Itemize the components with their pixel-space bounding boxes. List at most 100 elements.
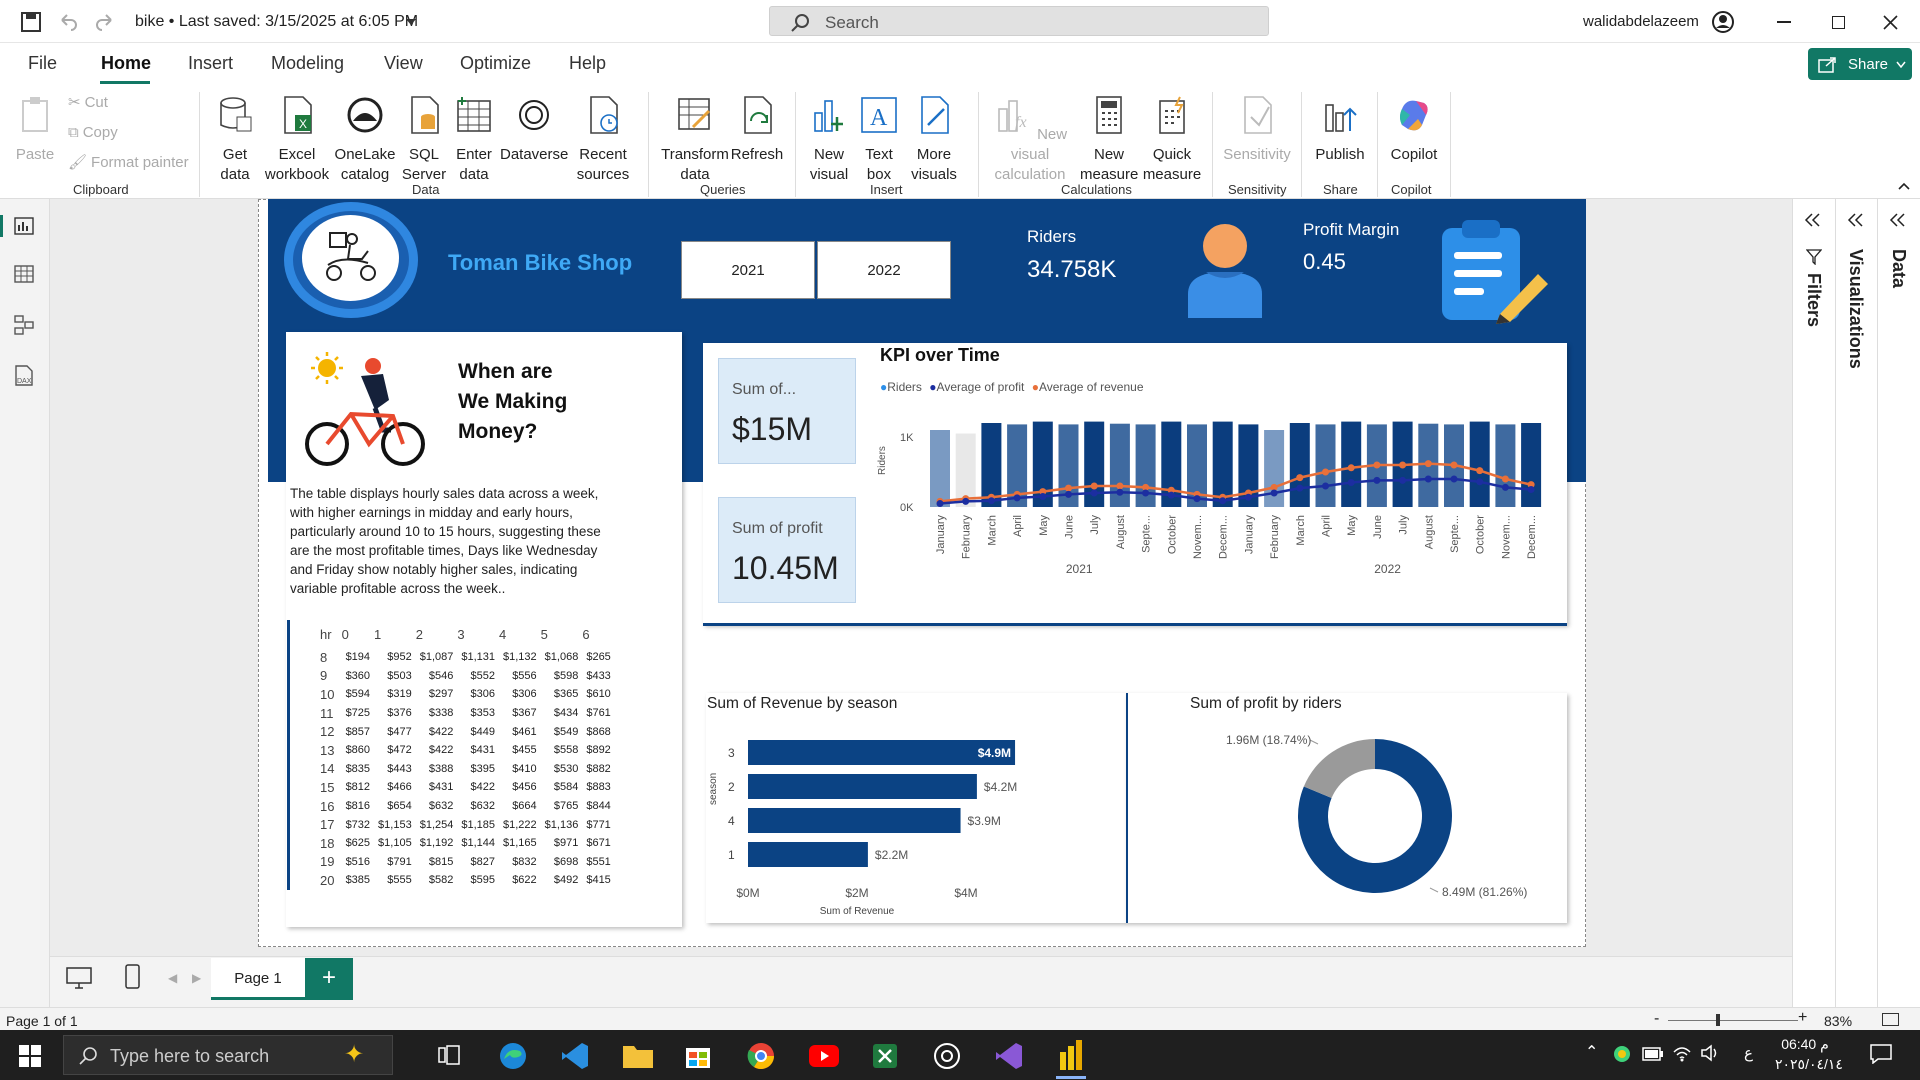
desktop-layout-icon[interactable]	[66, 967, 92, 989]
taskbar-date[interactable]: ٢٠٢٥/٠٤/١٤	[1775, 1056, 1843, 1072]
copy-button[interactable]: ⧉ Copy	[68, 123, 118, 143]
sum-revenue-card[interactable]: Sum of... $15M	[718, 358, 856, 464]
kpi-over-time-chart[interactable]: Riders 0K 1K January February March April May Ju…	[875, 395, 1555, 620]
avg-profit-point[interactable]	[1450, 475, 1458, 483]
chatgpt-icon[interactable]	[932, 1041, 962, 1071]
season-bar[interactable]	[748, 842, 868, 867]
riders-bar[interactable]	[1469, 421, 1490, 507]
donut-slice[interactable]	[1298, 739, 1452, 893]
window-title[interactable]: bike • Last saved: 3/15/2025 at 6:05 PM	[135, 13, 419, 30]
menu-modeling[interactable]: Modeling	[271, 53, 345, 73]
close-icon[interactable]	[1883, 15, 1898, 30]
battery-icon[interactable]	[1642, 1047, 1664, 1061]
menu-help[interactable]: Help	[569, 53, 607, 73]
day-column-header[interactable]: 6	[582, 626, 590, 642]
visual-studio-icon[interactable]	[994, 1041, 1024, 1071]
sensitivity-button[interactable]: Sensitivity	[1222, 95, 1292, 165]
input-language[interactable]: ع	[1744, 1045, 1753, 1062]
menu-optimize[interactable]: Optimize	[460, 53, 532, 73]
avg-profit-point[interactable]	[1373, 476, 1381, 484]
avg-revenue-point[interactable]	[1065, 484, 1072, 492]
avg-revenue-point[interactable]	[1039, 488, 1047, 496]
avg-profit-point[interactable]	[962, 497, 970, 505]
menu-home[interactable]: Home	[101, 53, 152, 73]
avg-revenue-point[interactable]	[1167, 486, 1175, 494]
previous-page-icon[interactable]: ◀	[168, 971, 178, 985]
tray-app-icon[interactable]	[1612, 1044, 1632, 1064]
avg-revenue-point[interactable]	[1270, 483, 1278, 491]
zoom-in-button[interactable]: +	[1798, 1009, 1808, 1026]
avg-profit-point[interactable]	[1501, 483, 1509, 491]
avg-profit-point[interactable]	[1244, 493, 1252, 501]
quick-measure-button[interactable]: Quick measure	[1142, 95, 1202, 185]
show-hidden-icons[interactable]: ⌃	[1585, 1044, 1599, 1061]
report-view-icon[interactable]	[14, 217, 34, 235]
avg-revenue-point[interactable]	[1373, 461, 1381, 469]
avg-profit-point[interactable]	[1065, 490, 1072, 498]
avg-revenue-point[interactable]	[1476, 467, 1484, 475]
new-visual-button[interactable]: New visual	[806, 95, 852, 185]
file-explorer-icon[interactable]	[622, 1043, 654, 1069]
legend-avg-revenue[interactable]: Average of revenue	[1038, 380, 1144, 394]
save-icon[interactable]	[20, 11, 42, 33]
avg-profit-point[interactable]	[1347, 479, 1355, 486]
day-column-header[interactable]: 3	[457, 626, 465, 642]
maximize-icon[interactable]	[1832, 16, 1845, 29]
powerbi-taskbar-icon[interactable]	[1056, 1038, 1086, 1072]
menu-insert[interactable]: Insert	[188, 53, 234, 73]
enter-data-button[interactable]: Enter data	[452, 95, 496, 185]
store-icon[interactable]	[684, 1042, 712, 1070]
season-bar[interactable]	[748, 774, 977, 799]
excel-workbook-button[interactable]: X Excel workbook	[262, 95, 332, 185]
avg-revenue-point[interactable]	[1501, 475, 1509, 483]
avg-profit-point[interactable]	[1322, 482, 1329, 490]
zoom-out-button[interactable]: -	[1654, 1010, 1660, 1027]
year-slicer-2022[interactable]: 2022	[817, 241, 951, 299]
avg-revenue-point[interactable]	[1347, 464, 1355, 472]
avg-profit-point[interactable]	[1296, 484, 1304, 492]
avg-profit-point[interactable]	[1424, 475, 1432, 483]
riders-bar[interactable]	[1187, 424, 1207, 507]
menu-view[interactable]: View	[384, 53, 423, 73]
cut-button[interactable]: ✂ Cut	[68, 93, 108, 113]
paste-button[interactable]: Paste	[12, 95, 58, 165]
chrome-icon[interactable]	[746, 1041, 776, 1071]
year-slicer-2021[interactable]: 2021	[681, 241, 815, 299]
avg-revenue-point[interactable]	[1322, 468, 1329, 476]
mobile-layout-icon[interactable]	[125, 964, 141, 990]
avg-profit-point[interactable]	[1116, 488, 1124, 496]
avg-profit-point[interactable]	[1142, 489, 1150, 497]
hour-day-matrix[interactable]: hr 0 1 2 3 4 5 6 8 $194 $952 $1,087 $1,131 $1,132 $1,…	[287, 620, 647, 890]
riders-bar[interactable]	[1161, 421, 1182, 507]
sum-profit-card[interactable]: Sum of profit 10.45M	[718, 497, 856, 603]
season-bar[interactable]	[748, 808, 961, 833]
avg-profit-point[interactable]	[936, 500, 944, 507]
riders-bar[interactable]	[1341, 421, 1362, 507]
add-page-button[interactable]: +	[305, 958, 353, 1000]
chevron-down-icon[interactable]	[405, 18, 417, 26]
wifi-icon[interactable]	[1672, 1044, 1692, 1062]
day-column-header[interactable]: 0	[341, 626, 349, 642]
avg-profit-point[interactable]	[1090, 489, 1098, 497]
avatar-icon[interactable]	[1711, 10, 1735, 34]
avg-revenue-point[interactable]	[1296, 474, 1304, 482]
user-name[interactable]: walidabdelazeem	[1583, 13, 1699, 30]
riders-bar[interactable]	[1289, 423, 1310, 507]
next-page-icon[interactable]: ▶	[192, 971, 202, 985]
day-column-header[interactable]: 5	[540, 626, 548, 642]
transform-data-button[interactable]: Transform data	[660, 95, 730, 185]
riders-bar[interactable]	[1058, 424, 1079, 507]
refresh-button[interactable]: Refresh	[730, 95, 784, 165]
undo-icon[interactable]	[58, 12, 78, 32]
revenue-by-season-chart[interactable]: season 3 $4.9M 2 $4.2M 4 $3.9M 1 $2.2M $0M $2M $4M S…	[706, 720, 1124, 920]
avg-revenue-point[interactable]	[1527, 481, 1535, 489]
notifications-icon[interactable]	[1870, 1044, 1892, 1064]
filters-pane-tab[interactable]: Filters	[1804, 273, 1824, 328]
riders-bar[interactable]	[1007, 424, 1028, 507]
avg-revenue-point[interactable]	[1399, 461, 1407, 469]
new-visual-calculation-button[interactable]: fx New visual calculation	[988, 95, 1072, 185]
visualizations-pane-tab[interactable]: Visualizations	[1846, 249, 1866, 369]
riders-bar[interactable]	[1521, 423, 1542, 507]
avg-revenue-point[interactable]	[1142, 483, 1150, 491]
fit-to-page-icon[interactable]	[1882, 1013, 1899, 1026]
